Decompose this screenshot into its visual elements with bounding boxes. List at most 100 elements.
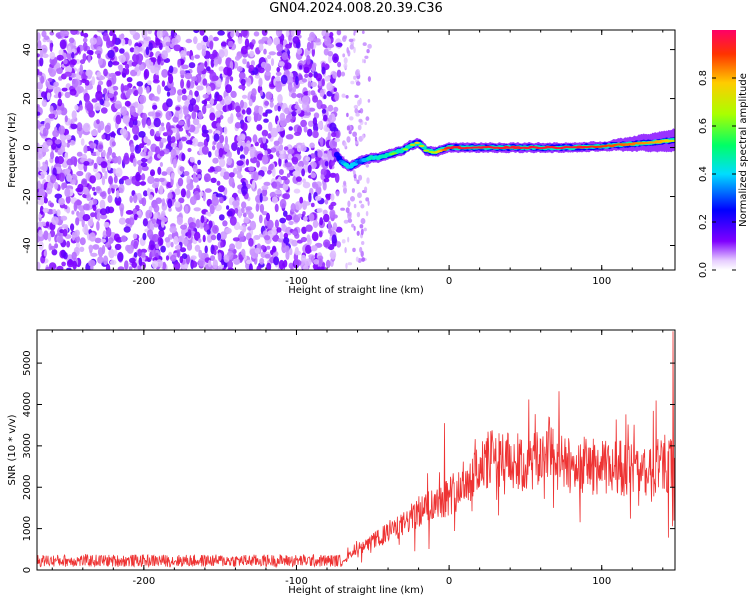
noise-blob — [103, 255, 109, 265]
noise-blob — [209, 71, 217, 82]
noise-blob — [302, 211, 306, 216]
noise-blob — [132, 124, 140, 135]
noise-blob — [209, 255, 216, 261]
noise-blob — [97, 80, 104, 86]
noise-blob — [153, 117, 161, 128]
noise-blob — [138, 131, 146, 138]
noise-blob — [185, 38, 193, 44]
noise-blob — [320, 168, 327, 177]
noise-blob — [361, 134, 365, 140]
noise-blob — [355, 256, 359, 262]
noise-blob — [60, 30, 65, 38]
noise-blob — [342, 53, 346, 58]
noise-blob — [37, 53, 40, 58]
noise-blob — [140, 151, 147, 157]
noise-blob — [345, 262, 348, 269]
noise-blob — [167, 192, 173, 201]
noise-blob — [286, 76, 294, 86]
y-axis-label: SNR (10 * v/v) — [7, 414, 18, 485]
noise-blob — [212, 224, 219, 234]
noise-blob — [313, 259, 320, 265]
noise-blob — [324, 32, 330, 38]
noise-blob — [274, 104, 278, 112]
noise-blob — [216, 122, 221, 128]
noise-blob — [102, 32, 109, 42]
noise-blob — [355, 81, 361, 86]
noise-blob — [190, 255, 197, 260]
noise-blob — [335, 191, 340, 197]
noise-blob — [310, 40, 314, 50]
noise-blob — [300, 236, 307, 243]
noise-blob — [344, 247, 347, 254]
noise-blob — [306, 41, 312, 52]
noise-blob — [118, 54, 126, 64]
noise-blob — [40, 44, 48, 55]
noise-blob — [325, 194, 331, 201]
noise-blob — [118, 178, 124, 185]
noise-blob — [138, 257, 143, 266]
noise-blob — [285, 43, 292, 49]
noise-blob — [203, 173, 211, 183]
noise-blob — [229, 243, 236, 251]
noise-blob — [346, 136, 351, 143]
noise-blob — [249, 50, 255, 58]
noise-blob — [213, 133, 220, 142]
noise-blob — [119, 128, 127, 136]
noise-blob — [41, 30, 47, 38]
noise-blob — [260, 61, 267, 68]
snr-frame — [36, 329, 676, 571]
noise-blob — [294, 170, 301, 179]
noise-blob — [285, 226, 293, 236]
noise-blob — [304, 111, 311, 116]
noise-blob — [96, 30, 105, 33]
noise-blob — [290, 203, 296, 213]
noise-blob — [115, 114, 122, 125]
noise-blob — [265, 71, 271, 76]
noise-blob — [86, 193, 92, 202]
noise-blob — [140, 248, 148, 254]
noise-blob — [124, 63, 130, 70]
noise-blob — [230, 31, 235, 38]
x-tick-label: -100 — [285, 276, 308, 287]
noise-blob — [168, 65, 174, 74]
noise-blob — [353, 31, 356, 36]
noise-blob — [260, 244, 266, 250]
snr-line — [37, 331, 675, 569]
noise-blob — [256, 265, 262, 270]
noise-blob — [99, 98, 105, 106]
noise-blob — [259, 192, 263, 203]
noise-blob — [50, 151, 55, 160]
noise-blob — [90, 212, 96, 218]
noise-blob — [46, 139, 53, 146]
noise-blob — [143, 145, 147, 153]
noise-blob — [111, 152, 116, 159]
noise-blob — [109, 259, 117, 265]
noise-blob — [158, 42, 163, 50]
y-tick-label: 1000 — [22, 516, 33, 541]
noise-blob — [129, 30, 137, 36]
noise-blob — [99, 208, 108, 216]
noise-blob — [172, 158, 177, 169]
noise-blob — [161, 217, 168, 223]
noise-blob — [291, 239, 298, 247]
noise-blob — [74, 104, 79, 111]
noise-blob — [159, 150, 165, 157]
noise-blob — [198, 249, 203, 259]
noise-blob — [194, 54, 200, 59]
noise-blob — [96, 119, 100, 125]
noise-blob — [119, 48, 125, 54]
spectrogram-frame — [36, 29, 676, 271]
noise-blob — [125, 68, 130, 75]
noise-blob — [115, 167, 123, 178]
noise-blob — [76, 170, 84, 177]
noise-blob — [174, 188, 181, 196]
noise-blob — [176, 248, 181, 258]
noise-blob — [367, 76, 371, 82]
noise-blob — [70, 123, 78, 130]
noise-blob — [108, 93, 114, 99]
noise-blob — [323, 239, 331, 248]
noise-blob — [273, 37, 281, 46]
noise-blob — [291, 110, 297, 117]
noise-blob — [295, 176, 302, 182]
noise-blob — [275, 30, 283, 37]
